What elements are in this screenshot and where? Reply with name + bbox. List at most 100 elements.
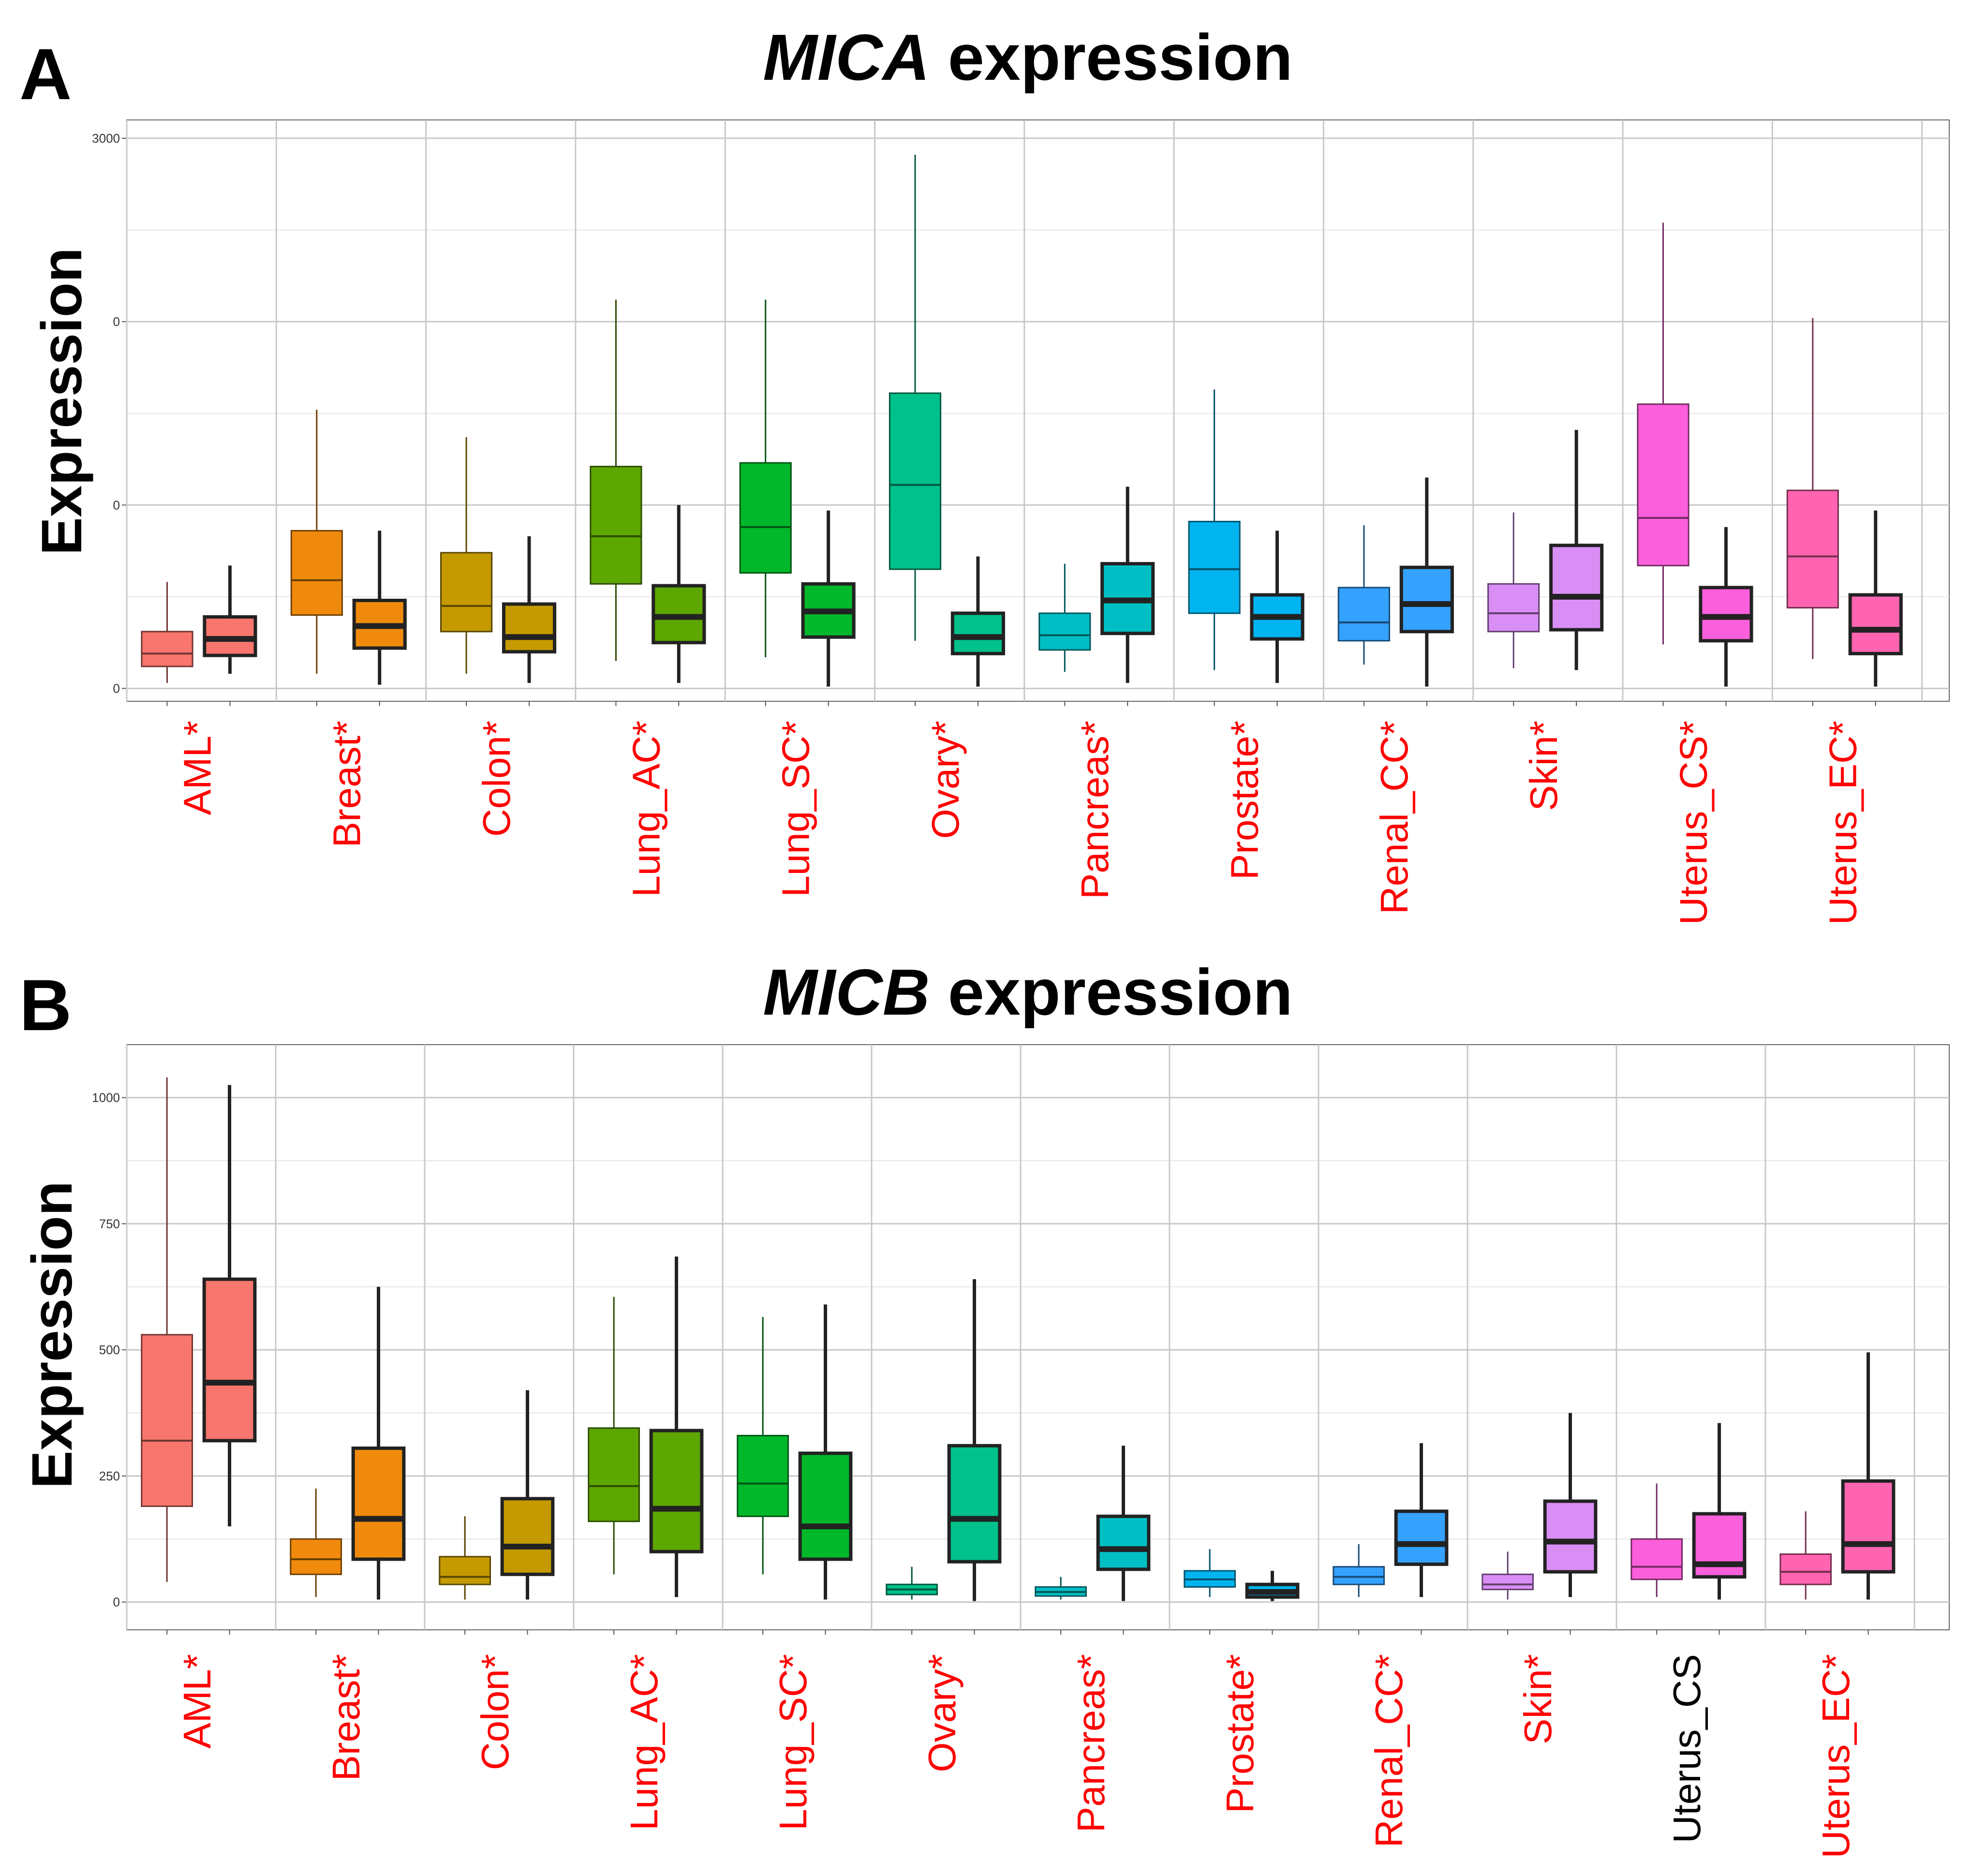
- iqr-box: [798, 1451, 853, 1561]
- iqr-box: [1482, 1573, 1534, 1591]
- panel-a-group-aml: [141, 565, 257, 683]
- iqr-box: [290, 1538, 342, 1575]
- panel-a-letter: A: [19, 33, 72, 115]
- panel-b-box-tumor: [1692, 1423, 1747, 1600]
- panel-b-box-tumor: [1096, 1446, 1151, 1601]
- iqr-box: [1399, 565, 1454, 634]
- iqr-box: [1692, 1512, 1747, 1579]
- panel-b-group-lung-sc: [737, 1304, 853, 1600]
- panel-b-group-skin: [1482, 1413, 1598, 1600]
- iqr-box: [737, 1434, 789, 1517]
- panel-b-box-tumor: [1841, 1352, 1896, 1600]
- panel-b-group-breast: [290, 1286, 406, 1600]
- panel-b-box-normal: [290, 1488, 342, 1597]
- iqr-box: [1630, 1538, 1683, 1581]
- panel-b-group-colon: [439, 1390, 555, 1600]
- iqr-box: [1786, 489, 1839, 609]
- iqr-box: [889, 392, 942, 570]
- panel-b-x-label: Lung_AC*: [622, 1654, 666, 1831]
- panel-a-box-tumor: [950, 556, 1005, 687]
- panel-a-box-normal: [1337, 525, 1390, 665]
- panel-b-title-gene: MICB: [763, 956, 930, 1029]
- panel-a-box-normal: [1487, 512, 1540, 668]
- panel-b-box-tumor: [798, 1304, 853, 1600]
- iqr-box: [351, 1446, 406, 1561]
- panel-a-y-tick-label: 3000: [92, 131, 120, 146]
- panel-b-x-label: Skin*: [1516, 1654, 1559, 1744]
- panel-b-y-tick-label: 1000: [92, 1091, 120, 1105]
- panel-b-box-tumor: [947, 1279, 1002, 1601]
- panel-a-group-prostate: [1188, 389, 1304, 683]
- iqr-box: [1543, 1499, 1598, 1574]
- panel-a-box-tumor: [1250, 531, 1304, 683]
- panel-a-y-axis-label: Expression: [30, 248, 94, 555]
- panel-b-box-normal: [1779, 1511, 1832, 1600]
- panel-a-group-breast: [290, 410, 407, 685]
- panel-b-box-normal: [1333, 1544, 1385, 1597]
- panel-b-letter: B: [19, 964, 72, 1046]
- panel-a-group-renal-cc: [1337, 477, 1454, 687]
- panel-a-group-colon: [440, 437, 557, 683]
- panel-b-box-tumor: [1394, 1443, 1449, 1597]
- panel-a-box-tumor: [1699, 527, 1753, 687]
- iqr-box: [141, 1334, 193, 1507]
- panel-a-x-label: Breast*: [326, 721, 369, 847]
- panel-a-box-tumor: [1848, 510, 1903, 687]
- panel-b-box-tumor: [649, 1256, 704, 1597]
- iqr-box: [500, 1497, 555, 1576]
- panel-a-group-ovary: [889, 155, 1005, 687]
- panel-a-group-skin: [1487, 429, 1604, 670]
- iqr-box: [1394, 1509, 1449, 1566]
- panel-b-group-uterus-cs: [1630, 1423, 1747, 1600]
- panel-b-box-normal: [886, 1566, 938, 1600]
- iqr-box: [1333, 1566, 1385, 1585]
- iqr-box: [1637, 403, 1689, 566]
- panel-b-group-ovary: [886, 1279, 1002, 1601]
- panel-b-x-label: Uterus_CS: [1665, 1654, 1708, 1843]
- panel-a-x-label: Colon*: [475, 721, 518, 837]
- panel-b-box-normal: [1035, 1577, 1087, 1600]
- panel-b-x-label: Ovary*: [920, 1654, 963, 1773]
- panel-b-box-normal: [1630, 1483, 1683, 1597]
- panel-b-group-lung-ac: [588, 1256, 704, 1597]
- panel-a-y-tick-label: 0: [113, 314, 120, 329]
- panel-a-group-uterus-ec: [1786, 318, 1903, 687]
- panel-a-box-normal: [1188, 389, 1241, 670]
- panel-a-box-normal: [1786, 318, 1839, 659]
- panel-a-box-normal: [141, 582, 193, 683]
- iqr-box: [1779, 1553, 1832, 1585]
- panel-b-x-label: Renal_CC*: [1367, 1654, 1410, 1847]
- iqr-box: [440, 552, 493, 633]
- iqr-box: [1549, 544, 1604, 632]
- panel-b-x-label: Prostate*: [1218, 1654, 1261, 1813]
- panel-b-x-label: Pancreas*: [1069, 1654, 1112, 1832]
- panel-a-box-normal: [1637, 222, 1689, 645]
- iqr-box: [588, 1427, 640, 1522]
- panel-b-box-tumor: [500, 1390, 555, 1600]
- panel-b-title: MICB expression: [763, 956, 1292, 1029]
- iqr-box: [649, 1429, 704, 1553]
- panel-b-group-aml: [141, 1077, 257, 1582]
- panel-b-x-label: Breast*: [325, 1654, 368, 1781]
- panel-a-box-tumor: [1399, 477, 1454, 687]
- panel-b-box-normal: [439, 1516, 491, 1600]
- panel-a-title-suffix: expression: [930, 21, 1292, 94]
- panel-b-box-tumor: [1543, 1413, 1598, 1597]
- panel-a-box-tumor: [652, 505, 706, 683]
- panel-a-box-normal: [1038, 563, 1091, 672]
- panel-b-plot: 0 250 500 750 1000 AML* Breast* Colon* Lung_AC* L…: [92, 1044, 1950, 1858]
- panel-a-x-label: Ovary*: [924, 721, 967, 839]
- panel-b-box-tumor: [351, 1286, 406, 1600]
- panel-a-x-label: Prostate*: [1223, 721, 1266, 880]
- panel-b-title-suffix: expression: [930, 956, 1292, 1029]
- panel-b-x-label: AML*: [176, 1654, 219, 1749]
- iqr-box: [1848, 593, 1903, 655]
- panel-a-box-tumor: [352, 531, 407, 685]
- panel-a-y-tick-label: 0: [113, 681, 120, 695]
- iqr-box: [1188, 520, 1241, 614]
- panel-b-box-normal: [1184, 1549, 1236, 1597]
- panel-a-title-gene: MICA: [763, 21, 930, 94]
- panel-b-box-normal: [1482, 1551, 1534, 1600]
- panel-b-group-pancreas: [1035, 1446, 1151, 1601]
